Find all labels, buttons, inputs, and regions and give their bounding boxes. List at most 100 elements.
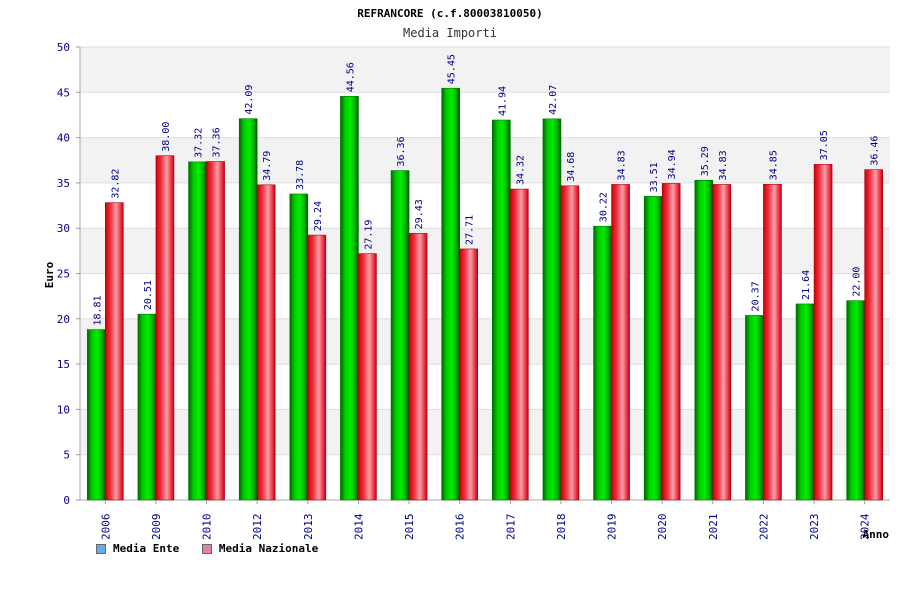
legend-item-ente: Media Ente	[96, 542, 179, 555]
y-tick-label: 0	[63, 494, 70, 507]
data-label-media-nazionale: 34.79	[262, 151, 273, 181]
grid-band	[80, 47, 890, 93]
y-axis-ticks: 0 5 10 15 20 25 30 35 40 45 50	[57, 41, 80, 507]
data-label-media-nazionale: 34.85	[768, 150, 779, 180]
x-tick-label: 2012	[251, 514, 264, 541]
y-tick-label: 10	[57, 403, 70, 416]
bar-media-ente	[188, 161, 207, 501]
bar-media-nazionale	[459, 248, 478, 501]
data-label-media-ente: 42.09	[244, 85, 255, 115]
bar-media-nazionale	[307, 234, 327, 501]
data-label-media-nazionale: 38.00	[161, 122, 172, 152]
legend-swatch-nazionale	[201, 543, 212, 554]
bar-media-ente	[542, 118, 562, 501]
x-tick-label: 2013	[302, 514, 315, 541]
data-label-media-ente: 37.32	[194, 128, 205, 158]
bar-media-ente	[390, 170, 410, 501]
data-label-media-ente: 45.45	[447, 54, 458, 84]
data-label-media-ente: 36.36	[396, 136, 407, 166]
legend-label-nazionale: Media Nazionale	[218, 542, 319, 555]
data-label-media-ente: 20.51	[143, 280, 154, 310]
bar-media-ente	[87, 329, 106, 501]
data-label-media-nazionale: 34.68	[566, 152, 577, 182]
x-tick-label: 2020	[656, 514, 669, 541]
x-tick-label: 2019	[606, 514, 619, 541]
y-tick-label: 35	[57, 177, 70, 190]
bar-media-ente	[795, 303, 815, 501]
y-tick-label: 50	[57, 41, 70, 54]
data-label-media-ente: 20.37	[750, 281, 761, 311]
x-tick-label: 2023	[808, 514, 821, 541]
data-label-media-nazionale: 37.05	[819, 130, 830, 160]
x-tick-label: 2006	[99, 514, 112, 541]
data-label-media-ente: 35.29	[700, 146, 711, 176]
x-tick-label: 2009	[150, 514, 163, 541]
bar-media-ente	[643, 196, 663, 501]
bar-media-ente	[492, 119, 511, 501]
data-label-media-ente: 44.56	[345, 62, 356, 92]
data-label-media-ente: 21.64	[801, 270, 812, 300]
bar-media-nazionale	[408, 233, 428, 501]
legend-swatch-ente	[96, 543, 106, 554]
bar-media-ente	[289, 193, 309, 501]
bar-media-nazionale	[763, 183, 782, 501]
x-tick-label: 2015	[403, 514, 416, 541]
data-label-media-ente: 33.78	[295, 160, 306, 190]
x-tick-label: 2010	[201, 514, 214, 541]
bar-media-nazionale	[712, 184, 732, 501]
bar-media-nazionale	[661, 183, 681, 501]
data-label-media-nazionale: 34.94	[667, 149, 678, 179]
y-tick-label: 20	[57, 313, 70, 326]
data-label-media-ente: 22.00	[852, 267, 863, 297]
x-tick-label: 2021	[707, 514, 720, 541]
legend: Media Ente Media Nazionale	[96, 542, 334, 557]
y-tick-label: 45	[57, 86, 70, 99]
x-tick-label: 2022	[757, 514, 770, 541]
bar-media-nazionale	[358, 253, 377, 501]
bar-media-ente	[694, 179, 714, 501]
chart-subtitle: Media Importi	[403, 26, 497, 40]
x-axis-label: Anno	[863, 528, 890, 541]
bar-media-ente	[238, 118, 258, 501]
bar-media-ente	[340, 95, 359, 501]
bar-media-nazionale	[611, 184, 630, 501]
x-tick-label: 2018	[555, 514, 568, 541]
bar-media-nazionale	[864, 169, 883, 501]
bar-media-ente	[846, 300, 865, 501]
data-label-media-nazionale: 34.83	[617, 150, 628, 180]
data-label-media-nazionale: 27.19	[363, 220, 374, 250]
bar-media-nazionale	[206, 161, 225, 501]
x-tick-label: 2017	[504, 514, 517, 541]
bar-media-ente	[593, 225, 612, 501]
data-label-media-ente: 41.94	[497, 86, 508, 116]
legend-item-nazionale: Media Nazionale	[201, 542, 319, 555]
bar-media-ente	[745, 315, 764, 501]
data-label-media-nazionale: 27.71	[465, 215, 476, 245]
bars: 18.81 32.82 20.51 38.00 37.32 37.36 42.09 34.79…	[87, 54, 883, 501]
data-label-media-ente: 33.51	[649, 162, 660, 192]
data-label-media-ente: 42.07	[548, 85, 559, 115]
bar-media-nazionale	[510, 188, 529, 501]
x-tick-label: 2024	[859, 513, 872, 540]
x-tick-label: 2014	[352, 513, 365, 540]
bar-media-nazionale	[813, 164, 833, 501]
y-tick-label: 30	[57, 222, 70, 235]
bar-media-ente	[137, 313, 157, 501]
data-label-media-nazionale: 32.82	[110, 169, 121, 199]
x-axis-ticks: 2006 2009 2010 2012 2013 2014 2015 2016 2017 2018…	[99, 500, 872, 541]
data-label-media-nazionale: 29.43	[414, 199, 425, 229]
y-tick-label: 5	[63, 449, 70, 462]
legend-label-ente: Media Ente	[113, 542, 180, 555]
data-label-media-nazionale: 34.32	[515, 155, 526, 185]
y-axis-label: Euro	[43, 261, 56, 288]
data-label-media-ente: 18.81	[92, 295, 103, 325]
data-label-media-nazionale: 36.46	[870, 136, 881, 166]
grid-band	[80, 92, 890, 138]
x-tick-label: 2016	[454, 514, 467, 541]
bar-media-nazionale	[105, 202, 124, 501]
bar-media-nazionale	[155, 155, 175, 501]
y-tick-label: 40	[57, 132, 70, 145]
chart-title: REFRANCORE (c.f.80003810050)	[357, 7, 542, 20]
